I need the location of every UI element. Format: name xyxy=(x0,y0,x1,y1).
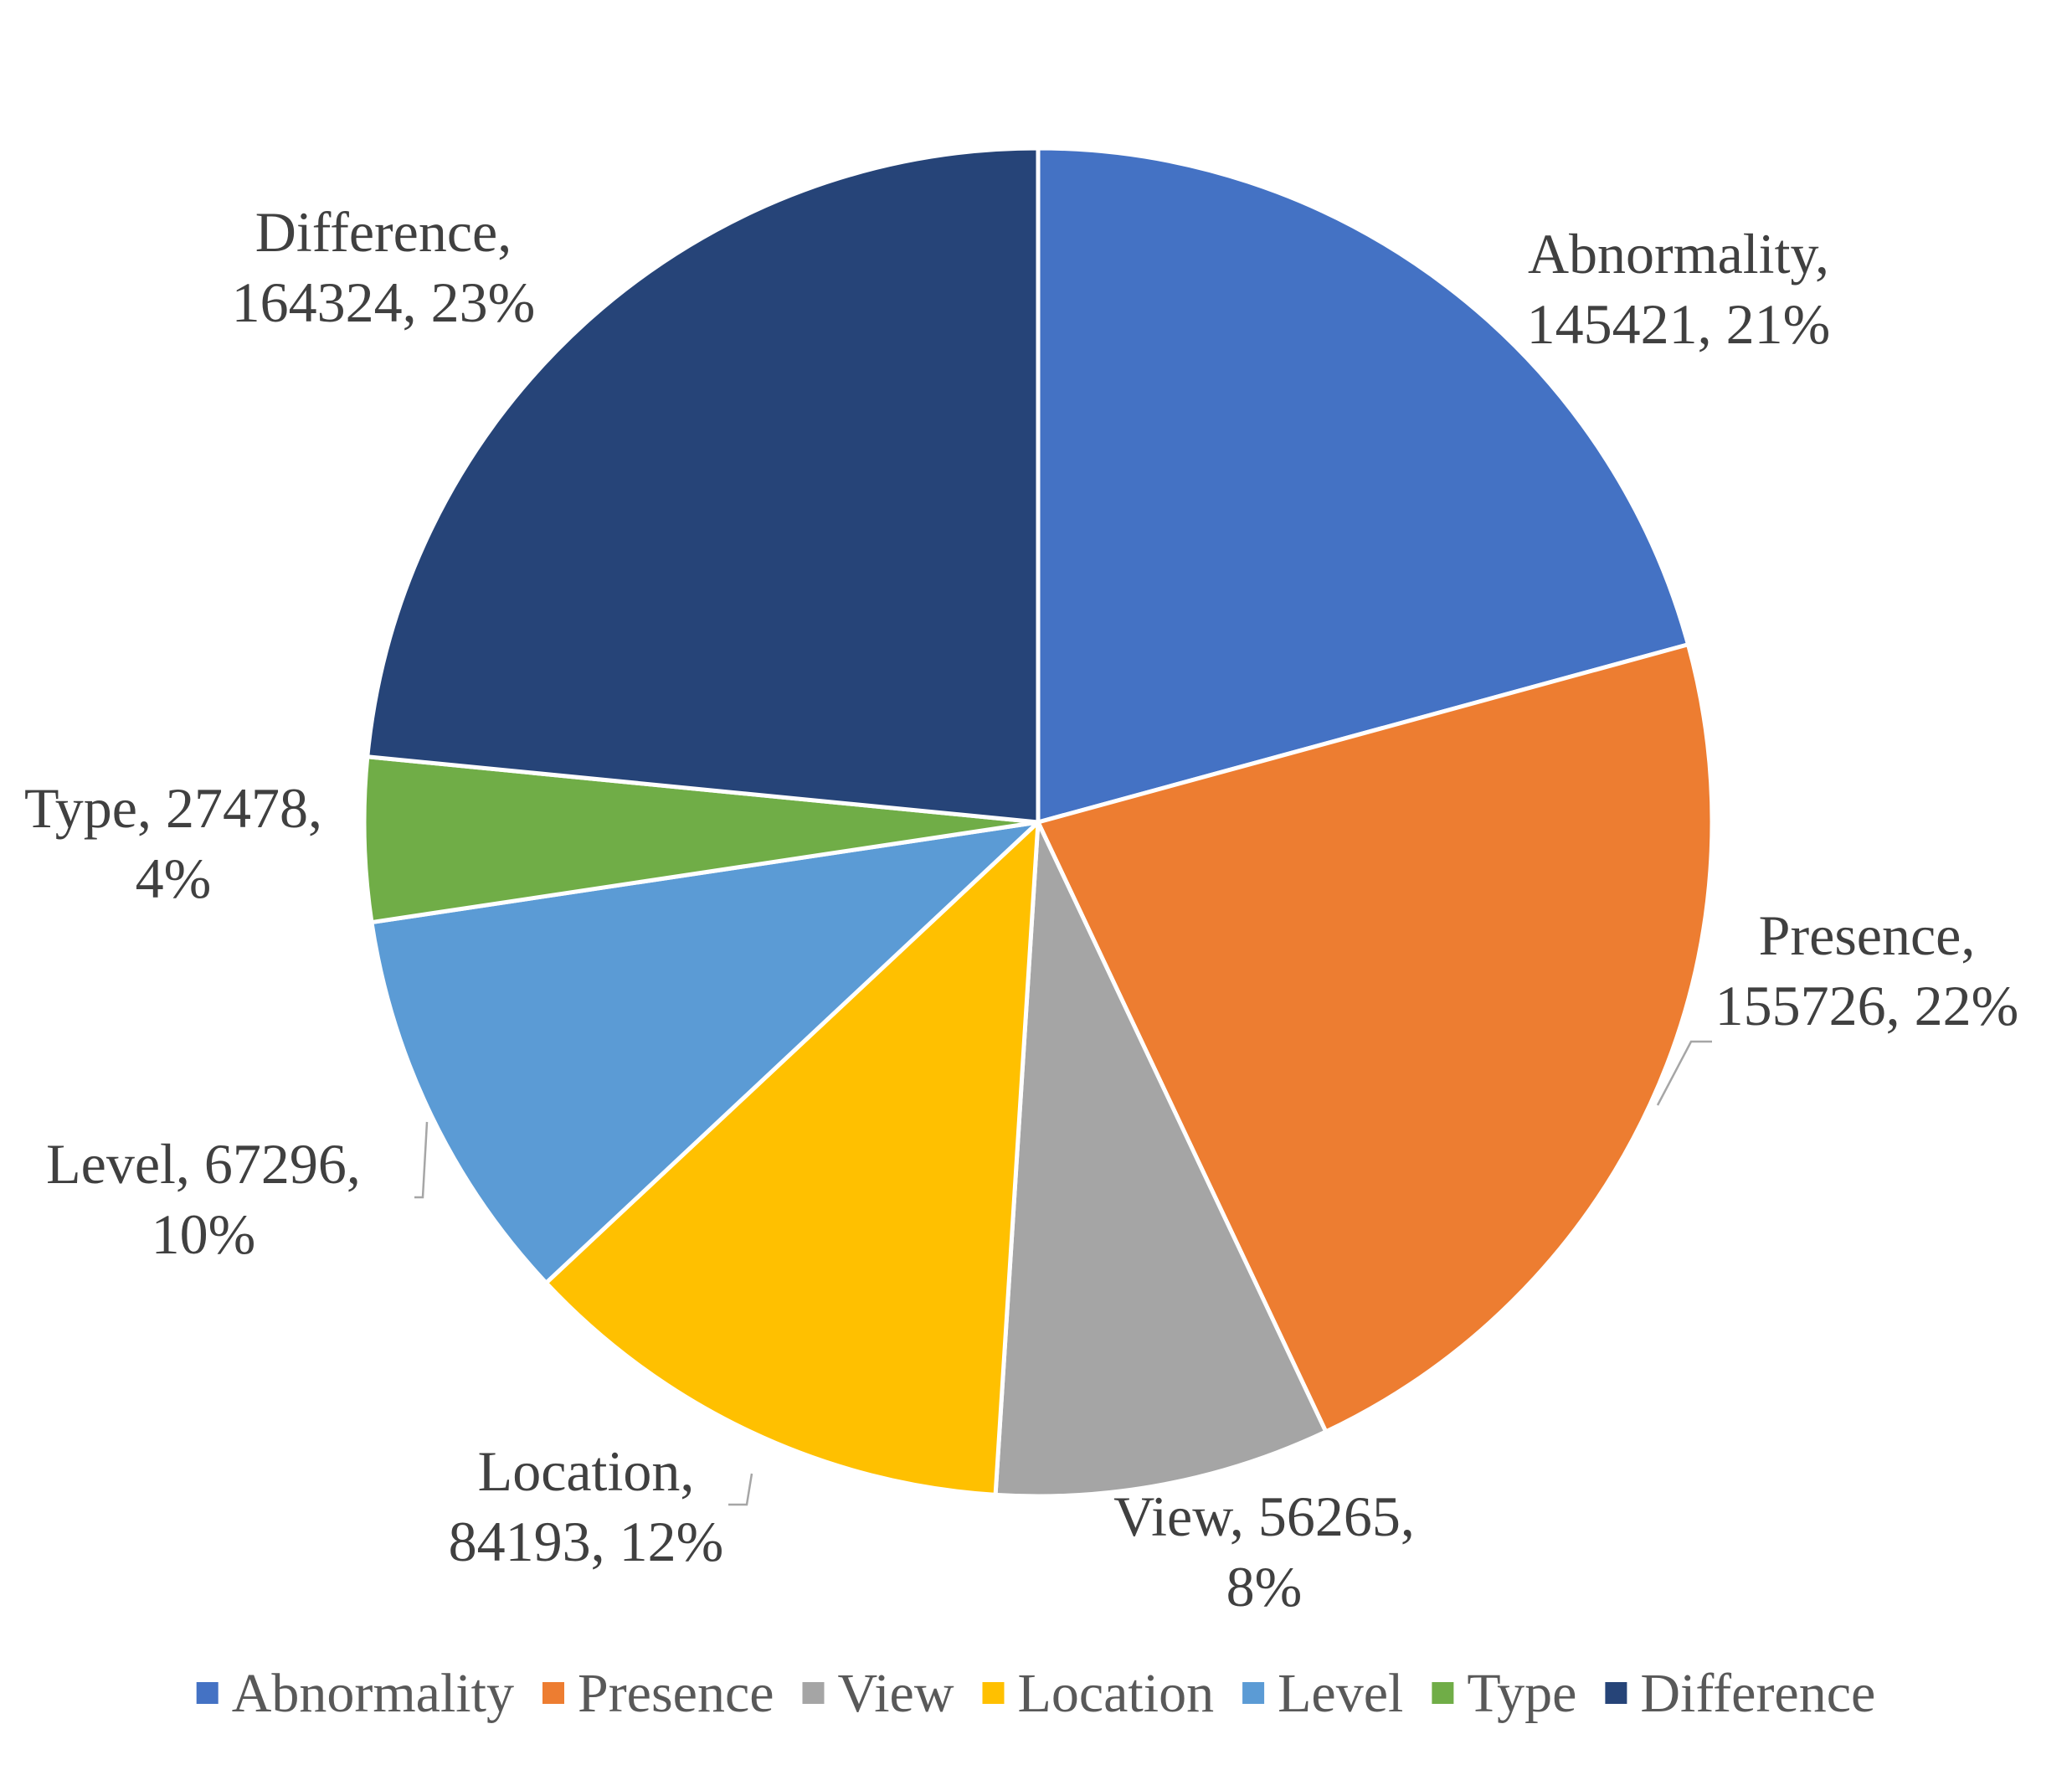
legend-marker-view xyxy=(802,1682,825,1704)
legend-label-presence: Presence xyxy=(578,1663,774,1724)
data-label-line: 84193, 12% xyxy=(449,1510,724,1573)
legend-marker-location xyxy=(982,1682,1005,1704)
legend-marker-abnormality xyxy=(196,1682,219,1704)
legend-label-view: View xyxy=(838,1663,954,1724)
leader-line-presence xyxy=(1656,1040,1712,1106)
legend-label-level: Level xyxy=(1278,1663,1403,1724)
legend: Abnormality Presence View Location Level Type… xyxy=(196,1663,1875,1724)
legend-marker-presence xyxy=(542,1682,564,1704)
legend-marker-type xyxy=(1432,1682,1454,1704)
pie-slice-type xyxy=(362,754,1041,925)
data-label-presence: Presence, 155726, 22% xyxy=(1715,903,2019,1037)
data-label-view: View, 56265, 8% xyxy=(1113,1485,1415,1618)
leader-line-level xyxy=(414,1121,429,1199)
data-label-line: Location, xyxy=(478,1439,695,1503)
data-label-line: 145421, 21% xyxy=(1527,292,1831,356)
pie-slice-view xyxy=(993,820,1329,1499)
pie-slices xyxy=(362,146,1715,1499)
legend-marker-level xyxy=(1242,1682,1265,1704)
pie-slice-level xyxy=(369,820,1041,1285)
data-labels: Abnormality, 145421, 21% Presence, 155726, … xyxy=(24,200,2018,1618)
data-label-location: Location, 84193, 12% xyxy=(449,1439,724,1573)
pie-slice-presence xyxy=(1036,642,1715,1434)
data-label-line: 10% xyxy=(152,1202,256,1266)
data-label-line: Abnormality, xyxy=(1528,222,1829,286)
data-label-difference: Difference, 164324, 23% xyxy=(232,200,536,334)
legend-label-difference: Difference xyxy=(1640,1663,1875,1724)
legend-label-abnormality: Abnormality xyxy=(232,1663,514,1724)
data-label-line: View, 56265, xyxy=(1113,1485,1415,1548)
leader-line-location xyxy=(728,1473,753,1506)
legend-marker-difference xyxy=(1605,1682,1627,1704)
data-label-line: Presence, xyxy=(1759,903,1976,967)
data-label-line: 155726, 22% xyxy=(1715,974,2019,1037)
data-label-line: 4% xyxy=(136,846,212,910)
data-label-type: Type, 27478, 4% xyxy=(24,776,322,910)
data-label-line: 8% xyxy=(1226,1555,1303,1618)
legend-label-type: Type xyxy=(1467,1663,1576,1724)
data-label-line: Level, 67296, xyxy=(46,1132,361,1196)
pie-slice-location xyxy=(543,820,1041,1497)
pie-slice-abnormality xyxy=(1036,146,1691,825)
data-label-line: 164324, 23% xyxy=(232,270,536,334)
leader-lines xyxy=(414,1040,1712,1506)
pie-slice-difference xyxy=(365,146,1041,825)
data-label-abnormality: Abnormality, 145421, 21% xyxy=(1527,222,1831,356)
data-label-line: Type, 27478, xyxy=(24,776,322,840)
data-label-level: Level, 67296, 10% xyxy=(46,1132,361,1266)
legend-label-location: Location xyxy=(1018,1663,1215,1724)
data-label-line: Difference, xyxy=(255,200,512,264)
